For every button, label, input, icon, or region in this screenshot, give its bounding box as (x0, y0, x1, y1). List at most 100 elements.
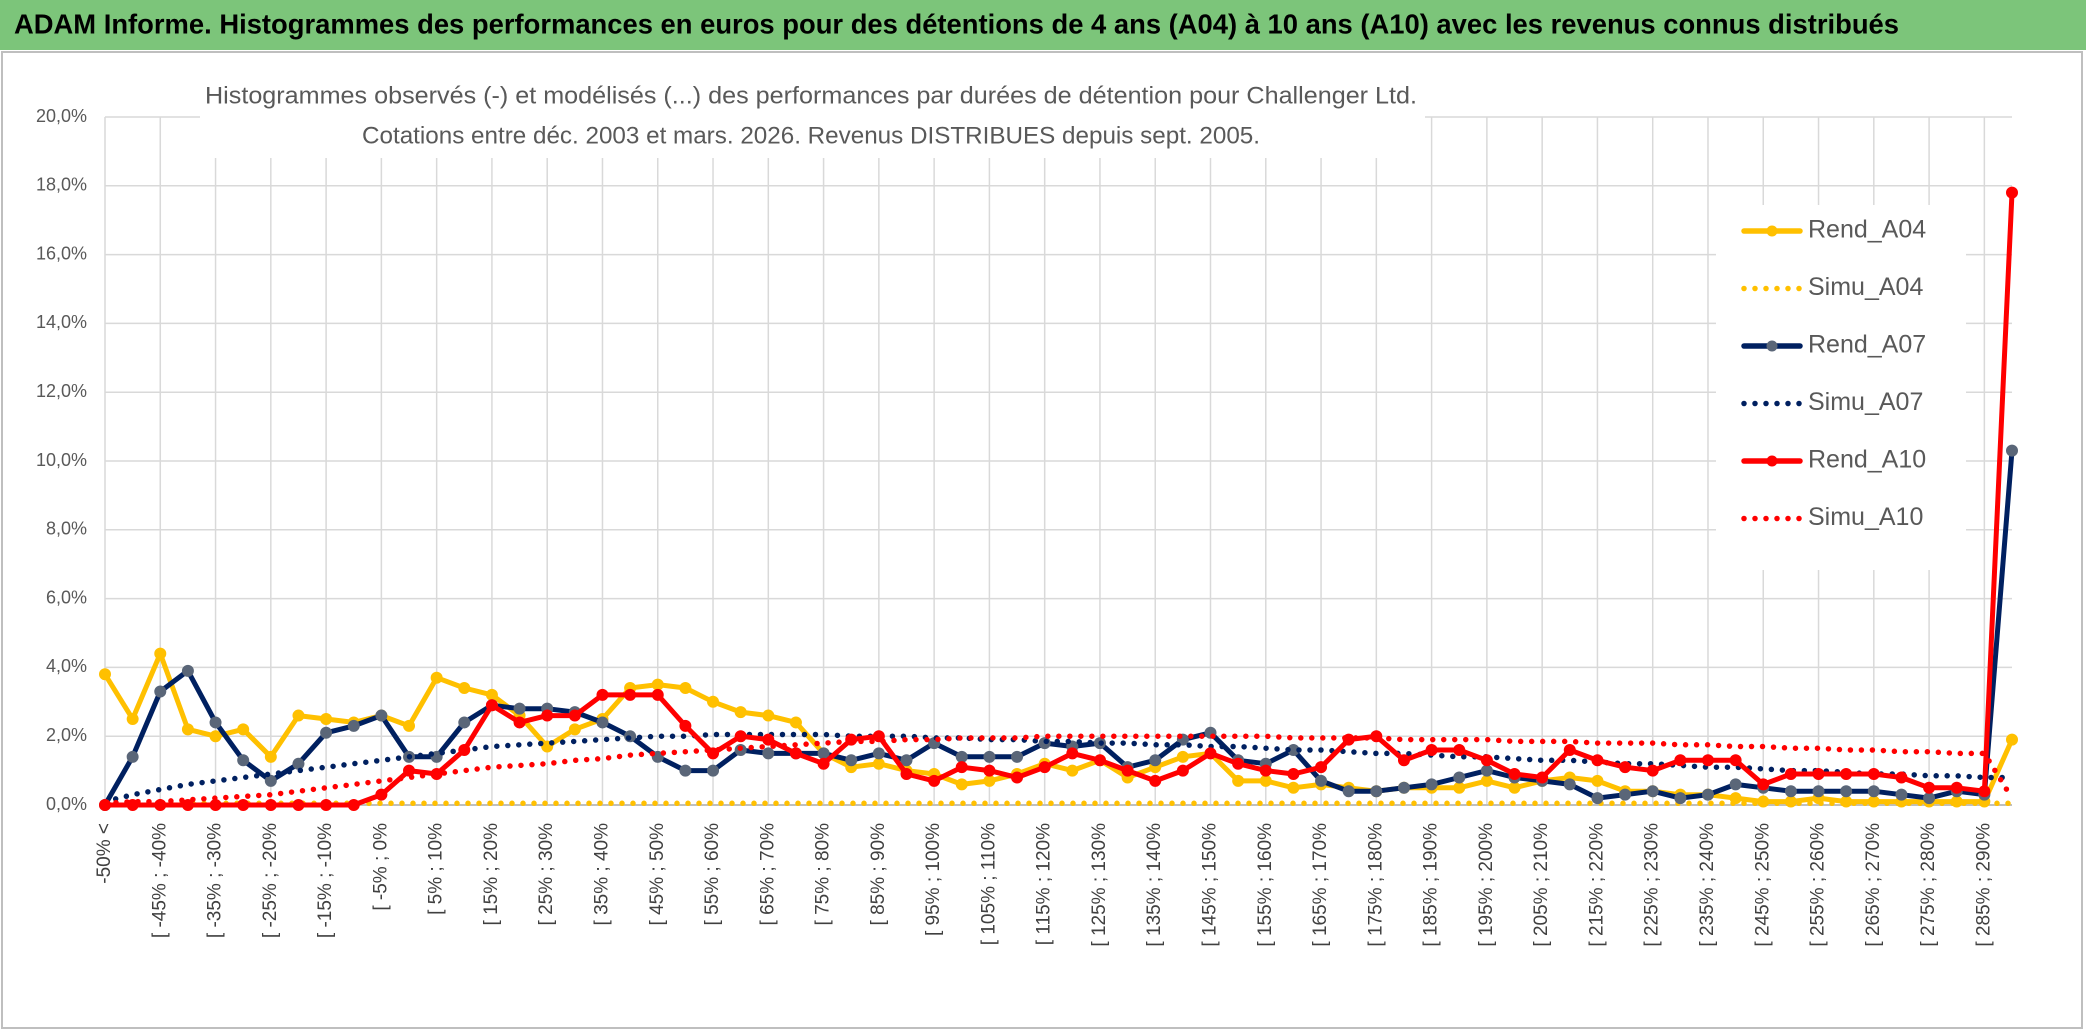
data-point (1867, 768, 1880, 781)
data-point (1259, 764, 1272, 777)
data-point (430, 671, 443, 684)
data-point (181, 723, 194, 736)
y-tick-label: 14,0% (36, 312, 87, 332)
series-line (102, 733, 2015, 807)
data-point (1701, 788, 1714, 801)
data-point (1950, 781, 1963, 794)
data-point (292, 757, 305, 770)
x-tick-label: [ 85% ; 90% (868, 823, 889, 926)
data-point (181, 799, 194, 811)
x-tick-label: [ 205% ; 210% (1531, 823, 1552, 947)
y-tick-label: 0,0% (46, 794, 87, 814)
data-point (126, 750, 139, 763)
data-point (651, 678, 664, 691)
data-point (955, 750, 968, 763)
data-point (1536, 771, 1549, 784)
x-tick-label: [ -45% ; -40% (149, 823, 170, 938)
data-point (1397, 781, 1410, 794)
data-point (955, 778, 968, 791)
data-point (1591, 754, 1604, 767)
data-point (817, 757, 830, 770)
data-point (1729, 754, 1742, 767)
data-point (1508, 768, 1521, 781)
data-point (264, 774, 277, 787)
data-point (513, 702, 526, 715)
x-tick-label: [ 55% ; 60% (702, 823, 723, 926)
data-point (1066, 747, 1079, 760)
y-tick-label: 12,0% (36, 381, 87, 401)
data-point (928, 774, 941, 787)
data-point (1480, 764, 1493, 777)
data-point (347, 719, 360, 732)
data-point (1563, 778, 1576, 791)
x-tick-label: [ 265% ; 270% (1863, 823, 1884, 947)
data-point (679, 719, 692, 732)
data-point (1646, 764, 1659, 777)
data-point (762, 747, 775, 760)
data-point (1397, 754, 1410, 767)
y-tick-label: 2,0% (46, 725, 87, 745)
y-tick-label: 10,0% (36, 450, 87, 470)
data-point (1259, 774, 1272, 787)
legend-label: Simu_A10 (1808, 503, 1923, 531)
y-tick-label: 16,0% (36, 243, 87, 263)
data-point (1840, 785, 1853, 798)
plot-area (99, 186, 2018, 811)
data-point (485, 699, 498, 712)
data-point (1425, 778, 1438, 791)
x-tick-label: [ 275% ; 280% (1918, 823, 1939, 947)
data-point (1093, 754, 1106, 767)
data-point (320, 799, 333, 811)
data-point (1923, 781, 1936, 794)
x-tick-label: [ 195% ; 200% (1476, 823, 1497, 947)
data-point (154, 647, 167, 660)
chart-title: ADAM Informe. Histogrammes des performan… (14, 8, 1899, 39)
data-point (237, 799, 250, 811)
x-tick-label: [ 95% ; 100% (923, 823, 944, 936)
grid (104, 116, 2012, 806)
data-point (568, 709, 581, 722)
data-point (403, 719, 416, 732)
data-point (624, 688, 637, 701)
data-point (264, 799, 277, 811)
x-tick-label: [ 25% ; 30% (536, 823, 557, 926)
data-point (762, 733, 775, 746)
chart-subtitle: Cotations entre déc. 2003 et mars. 2026.… (362, 122, 1260, 149)
data-point (1453, 781, 1466, 794)
data-point (568, 723, 581, 736)
data-point (1453, 771, 1466, 784)
x-tick-label: [ 15% ; 20% (481, 823, 502, 926)
data-point (1757, 778, 1770, 791)
data-point (1923, 792, 1936, 805)
legend-label: Rend_A10 (1808, 446, 1926, 474)
legend-marker (1766, 340, 1778, 352)
data-point (1315, 761, 1328, 774)
data-point (651, 688, 664, 701)
data-point (1619, 788, 1632, 801)
x-tick-label: [ 175% ; 180% (1365, 823, 1386, 947)
data-point (1038, 761, 1051, 774)
data-point (1591, 774, 1604, 787)
data-point (209, 799, 222, 811)
data-point (181, 664, 194, 677)
data-point (1978, 785, 1991, 798)
x-tick-label: [ 285% ; 290% (1973, 823, 1994, 947)
x-tick-label: [ 245% ; 250% (1752, 823, 1773, 947)
data-point (1149, 754, 1162, 767)
data-point (955, 761, 968, 774)
data-point (1204, 747, 1217, 760)
data-point (99, 668, 111, 681)
data-point (209, 730, 222, 743)
data-point (458, 743, 471, 756)
data-point (1176, 764, 1189, 777)
x-tick-label: [ 45% ; 50% (647, 823, 668, 926)
data-point (237, 754, 250, 767)
data-point (679, 682, 692, 695)
legend-background (1716, 205, 1966, 570)
x-tick-label: [ 185% ; 190% (1421, 823, 1442, 947)
data-point (1425, 743, 1438, 756)
x-tick-label: [ 225% ; 230% (1642, 823, 1663, 947)
data-point (734, 706, 747, 719)
data-point (762, 709, 775, 722)
